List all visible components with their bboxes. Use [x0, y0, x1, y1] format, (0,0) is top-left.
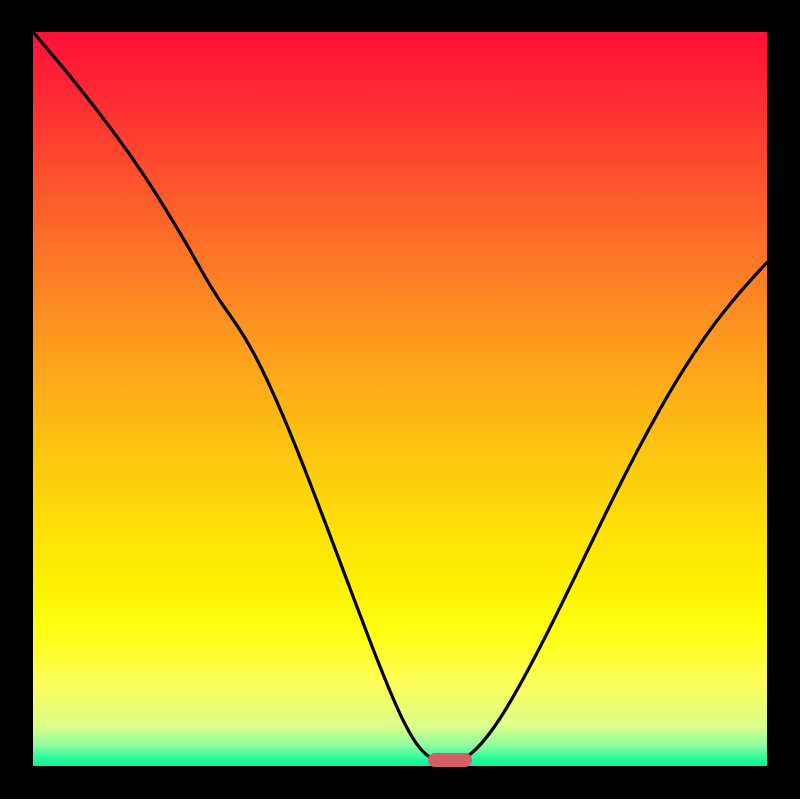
chart-canvas: TheBottleneck.com — [0, 0, 800, 800]
bottleneck-curve — [33, 32, 767, 766]
plot-frame — [0, 0, 800, 799]
optimal-marker — [428, 753, 472, 767]
